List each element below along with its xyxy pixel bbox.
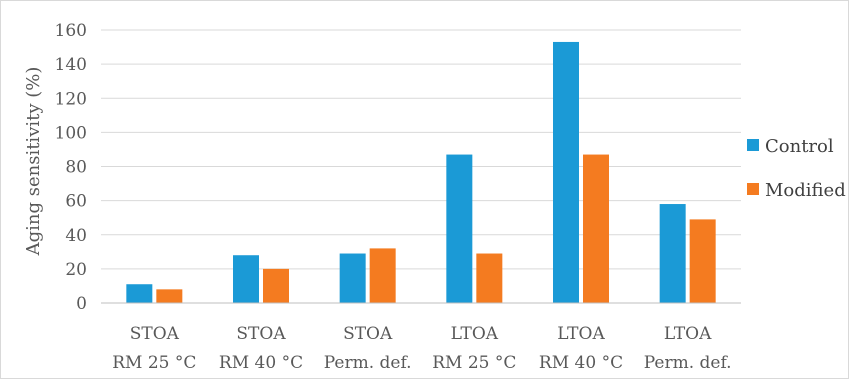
bar-control <box>659 204 686 303</box>
x-tick-label: STOA <box>130 324 180 344</box>
bar-modified <box>263 268 289 303</box>
y-tick-label: 20 <box>65 260 87 280</box>
x-tick-label: Perm. def. <box>324 353 412 373</box>
y-tick-label: 140 <box>55 55 87 75</box>
bar-modified <box>583 154 609 303</box>
x-tick-label: RM 40 °C <box>219 353 303 373</box>
legend-swatch-modified <box>747 183 759 195</box>
y-tick-label: 100 <box>55 123 87 143</box>
x-tick-label: STOA <box>343 324 393 344</box>
bar-control <box>233 255 259 303</box>
legend-label-control: Control <box>765 136 834 157</box>
x-tick-label: STOA <box>236 324 286 344</box>
category-labels: STOA RM 25 °C STOA RM 40 °C STOA Perm. def. LT… <box>112 324 731 373</box>
x-tick-label: RM 25 °C <box>112 353 196 373</box>
bar-modified <box>476 253 503 303</box>
y-tick-label: 80 <box>65 158 87 178</box>
x-tick-label: RM 40 °C <box>539 353 623 373</box>
y-tick-label: 0 <box>76 294 87 314</box>
y-tick-label: 60 <box>65 192 87 212</box>
legend-swatch-control <box>747 139 759 151</box>
x-tick-label: LTOA <box>557 324 605 344</box>
y-tick-label: 120 <box>55 89 87 109</box>
y-tick-label: 40 <box>65 226 87 246</box>
x-tick-label: LTOA <box>451 324 499 344</box>
legend: Control Modified <box>747 136 846 201</box>
bars <box>126 41 716 303</box>
bar-control <box>553 41 579 303</box>
bar-modified <box>369 248 396 303</box>
y-tick-labels: 0 20 40 60 80 100 120 140 160 <box>55 21 87 314</box>
x-tick-label: RM 25 °C <box>432 353 516 373</box>
bar-modified <box>156 289 183 303</box>
legend-label-modified: Modified <box>765 180 846 201</box>
bar-control <box>446 154 473 303</box>
x-tick-label: Perm. def. <box>644 353 732 373</box>
y-axis-label: Aging sensitivity (%) <box>23 67 44 257</box>
x-tick-label: LTOA <box>664 324 712 344</box>
bar-modified <box>689 219 716 303</box>
gridlines <box>101 29 741 270</box>
bar-control <box>339 253 366 303</box>
y-tick-label: 160 <box>55 21 87 41</box>
bar-control <box>126 284 153 303</box>
